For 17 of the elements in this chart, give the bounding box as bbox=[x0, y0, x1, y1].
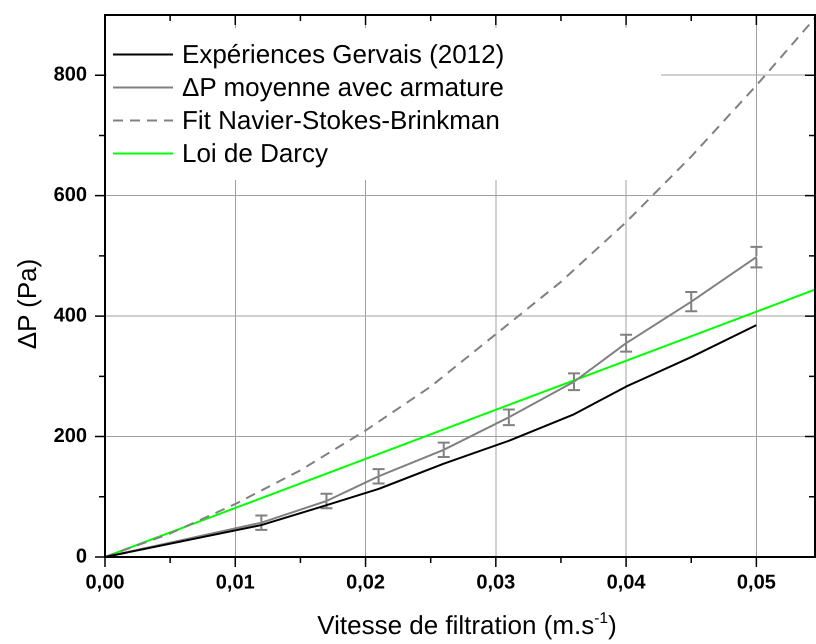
x-tick-label: 0,05 bbox=[736, 572, 776, 594]
legend-label: Fit Navier-Stokes-Brinkman bbox=[182, 104, 500, 137]
legend-label: ΔP moyenne avec armature bbox=[182, 71, 504, 104]
y-tick-label: 400 bbox=[54, 304, 87, 327]
legend-label: Expériences Gervais (2012) bbox=[182, 38, 504, 71]
x-tick-label: 0,02 bbox=[346, 572, 386, 594]
y-tick-label: 0 bbox=[76, 546, 87, 568]
y-tick-label: 600 bbox=[54, 184, 87, 206]
y-tick-label: 200 bbox=[54, 425, 87, 448]
x-tick-label: 0,01 bbox=[216, 572, 255, 594]
x-tick-label: 0,03 bbox=[476, 572, 516, 594]
y-axis-title: ΔP (Pa) bbox=[12, 258, 42, 350]
legend-label: Loi de Darcy bbox=[182, 137, 328, 170]
x-tick-label: 0,04 bbox=[606, 572, 646, 594]
x-tick-label: 0,00 bbox=[86, 572, 124, 594]
x-axis-title: Vitesse de filtration (m.s$^{-1}$) bbox=[317, 610, 617, 640]
y-tick-label: 800 bbox=[54, 64, 87, 86]
